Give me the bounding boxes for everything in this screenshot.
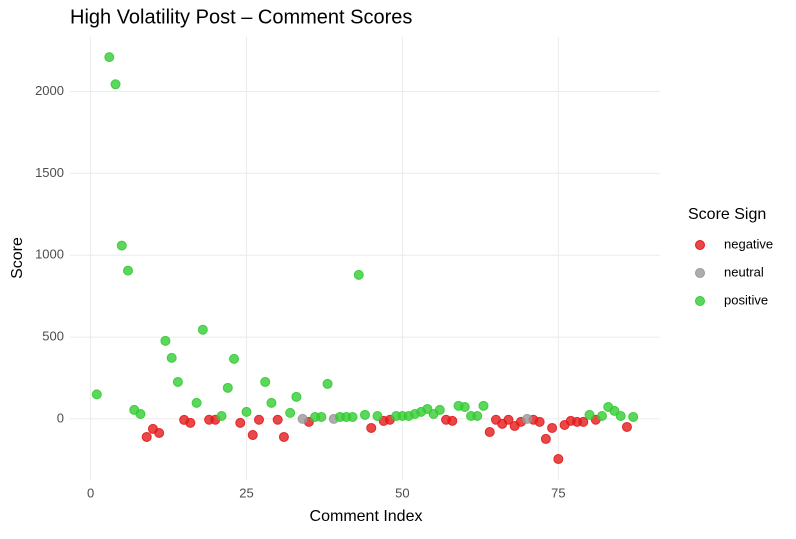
point: [322, 378, 333, 389]
x-tick-label: 50: [395, 485, 409, 500]
y-tick-label: 500: [42, 329, 64, 344]
point: [104, 52, 115, 63]
point: [197, 324, 208, 335]
y-axis-label: Score: [9, 237, 26, 279]
point: [216, 410, 227, 421]
x-tick-label: 25: [239, 485, 253, 500]
legend-title: Score Sign: [688, 206, 766, 223]
point: [91, 389, 102, 400]
point: [278, 431, 289, 442]
point: [185, 417, 196, 428]
point: [316, 411, 327, 422]
point: [135, 409, 146, 420]
point: [478, 400, 489, 411]
point: [553, 454, 564, 465]
point: [154, 428, 165, 439]
chart-title: High Volatility Post – Comment Scores: [70, 6, 412, 28]
point: [353, 269, 364, 280]
legend-label: neutral: [724, 264, 764, 279]
point: [235, 417, 246, 428]
point: [291, 391, 302, 402]
point: [596, 410, 607, 421]
point: [472, 410, 483, 421]
point: [366, 422, 377, 433]
point: [260, 376, 271, 387]
legend-label: positive: [724, 292, 768, 307]
point: [272, 414, 283, 425]
point: [360, 409, 370, 420]
y-tick-label: 1500: [35, 165, 64, 180]
point: [110, 79, 121, 90]
point: [266, 397, 277, 408]
point: [191, 397, 202, 408]
y-tick-label: 0: [57, 410, 64, 425]
point: [503, 414, 514, 425]
point: [540, 433, 551, 444]
point: [285, 407, 296, 418]
legend-marker: [695, 240, 705, 250]
point: [166, 352, 177, 363]
point: [123, 265, 134, 276]
point: [522, 413, 533, 424]
point: [297, 413, 308, 424]
x-tick-label: 0: [87, 485, 94, 500]
point: [160, 335, 171, 346]
point: [172, 376, 183, 387]
point: [141, 431, 152, 442]
point: [484, 427, 495, 438]
legend-label: negative: [724, 236, 773, 251]
point: [615, 410, 626, 421]
point: [372, 410, 383, 421]
point: [578, 416, 589, 427]
point: [459, 401, 470, 412]
point: [547, 422, 558, 433]
point: [241, 406, 252, 417]
point: [229, 353, 240, 364]
point: [222, 382, 233, 393]
point: [247, 429, 258, 440]
x-axis-label: Comment Index: [310, 508, 423, 525]
legend-marker: [695, 268, 705, 278]
point: [621, 421, 632, 432]
x-tick-label: 75: [551, 485, 565, 500]
point: [253, 414, 264, 425]
y-tick-label: 1000: [35, 247, 64, 262]
point: [434, 404, 445, 415]
point: [116, 240, 127, 251]
point: [584, 409, 595, 420]
point: [534, 416, 545, 427]
point: [347, 411, 358, 422]
point: [628, 411, 639, 422]
point: [447, 415, 458, 426]
y-tick-label: 2000: [35, 83, 64, 98]
legend-marker: [695, 296, 705, 306]
